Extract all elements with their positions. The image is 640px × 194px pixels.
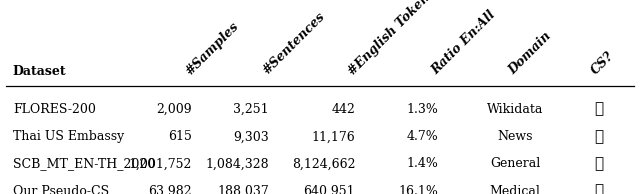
Text: News: News [497, 130, 533, 143]
Text: 442: 442 [332, 103, 355, 116]
Text: Domain: Domain [506, 30, 554, 78]
Text: #English Tokens: #English Tokens [346, 0, 438, 78]
Text: ✗: ✗ [594, 130, 603, 144]
Text: CS?: CS? [589, 50, 617, 78]
Text: #Samples: #Samples [183, 19, 241, 78]
Text: ✓: ✓ [594, 184, 603, 194]
Text: 1.4%: 1.4% [406, 157, 438, 171]
Text: 615: 615 [168, 130, 192, 143]
Text: 2,009: 2,009 [156, 103, 192, 116]
Text: 11,176: 11,176 [312, 130, 355, 143]
Text: 640,951: 640,951 [303, 184, 355, 194]
Text: #Sentences: #Sentences [260, 10, 327, 78]
Text: 188,037: 188,037 [217, 184, 269, 194]
Text: 3,251: 3,251 [233, 103, 269, 116]
Text: Medical: Medical [490, 184, 541, 194]
Text: Our Pseudo-CS: Our Pseudo-CS [13, 184, 109, 194]
Text: 8,124,662: 8,124,662 [292, 157, 355, 171]
Text: 63,982: 63,982 [148, 184, 192, 194]
Text: Ratio En:All: Ratio En:All [429, 9, 498, 78]
Text: Dataset: Dataset [13, 65, 67, 78]
Text: FLORES-200: FLORES-200 [13, 103, 95, 116]
Text: Thai US Embassy: Thai US Embassy [13, 130, 124, 143]
Text: General: General [490, 157, 540, 171]
Text: ✗: ✗ [594, 103, 603, 117]
Text: ✗: ✗ [594, 157, 603, 171]
Text: SCB_MT_EN-TH_2020: SCB_MT_EN-TH_2020 [13, 157, 155, 171]
Text: 1.3%: 1.3% [406, 103, 438, 116]
Text: 9,303: 9,303 [233, 130, 269, 143]
Text: 4.7%: 4.7% [406, 130, 438, 143]
Text: 16.1%: 16.1% [399, 184, 438, 194]
Text: Wikidata: Wikidata [487, 103, 543, 116]
Text: 1,001,752: 1,001,752 [129, 157, 192, 171]
Text: 1,084,328: 1,084,328 [205, 157, 269, 171]
